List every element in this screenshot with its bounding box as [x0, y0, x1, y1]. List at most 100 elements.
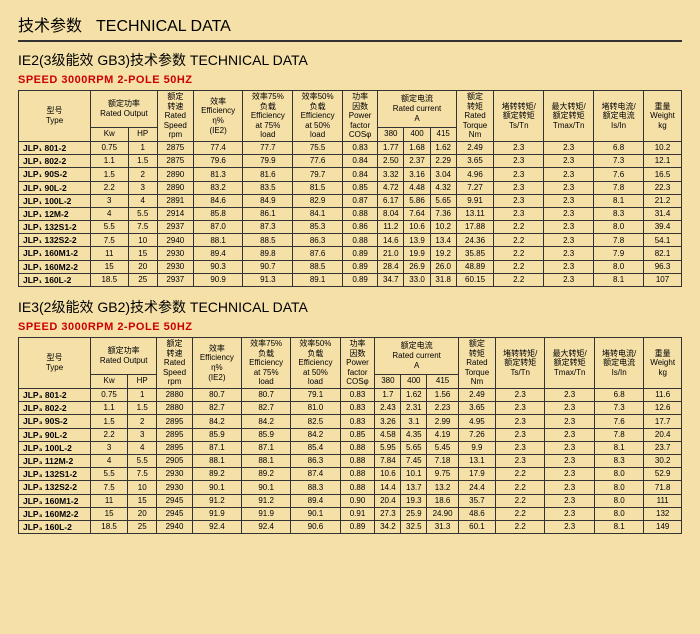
table-row: JLP₃ 132S2-27.510293090.190.188.30.8814.… [19, 481, 682, 494]
cell: 5.5 [128, 454, 157, 467]
cell: 6.8 [594, 141, 644, 154]
cell: 0.75 [91, 141, 129, 154]
cell: 15 [91, 260, 129, 273]
cell: 0.91 [340, 507, 375, 520]
cell: 48.6 [458, 507, 495, 520]
cell: 8.1 [594, 441, 643, 454]
cell: 14.4 [375, 481, 401, 494]
cell: 7.5 [128, 468, 157, 481]
cell: JLP₁ 90S-2 [19, 168, 91, 181]
cell: 90.1 [192, 481, 241, 494]
table-row: JLP₃ 100L-234289587.187.185.40.885.955.6… [19, 441, 682, 454]
col-weight: 重量Weightkg [644, 338, 682, 389]
cell: 2940 [157, 234, 193, 247]
cell: 2.3 [544, 194, 594, 207]
cell: 2.3 [544, 247, 594, 260]
cell: 5.5 [128, 207, 157, 220]
cell: 2.2 [496, 481, 545, 494]
cell: 1.5 [91, 168, 129, 181]
cell: 0.86 [342, 221, 377, 234]
table-row: JLP₃ 160M2-21520294591.991.990.10.9127.3… [19, 507, 682, 520]
title-cn: 技术参数 [18, 12, 82, 36]
cell: 132 [644, 507, 682, 520]
table-row: JLP₁ 160M2-21520293090.390.788.50.8928.4… [19, 260, 682, 273]
col-rated-output: 额定功率Rated Output [91, 338, 157, 375]
cell: 5.95 [375, 441, 401, 454]
cell: 7.64 [404, 207, 430, 220]
col-rated-output: 额定功率Rated Output [91, 91, 158, 128]
cell: 8.1 [594, 273, 644, 286]
cell: 1.5 [128, 402, 157, 415]
cell: 11 [91, 247, 129, 260]
cell: 12.1 [644, 155, 682, 168]
col-isin: 堵转电流/额定电流Is/In [594, 338, 643, 389]
cell: 2945 [157, 494, 192, 507]
table-row: JLP₁ 160M1-21115293089.489.887.60.8921.0… [19, 247, 682, 260]
cell: 13.7 [401, 481, 427, 494]
table-row: JLP₃ 802-21.11.5288082.782.781.00.832.43… [19, 402, 682, 415]
section-title: IE3(2级能效 GB2)技术参数 TECHNICAL DATA [18, 297, 682, 317]
cell: 0.88 [340, 481, 375, 494]
cell: JLP₁ 160L-2 [19, 273, 91, 286]
cell: 2.3 [544, 168, 594, 181]
cell: 1.77 [378, 141, 404, 154]
table-row: JLP₁ 132S2-27.510294088.188.586.30.8814.… [19, 234, 682, 247]
cell: 8.0 [594, 221, 644, 234]
cell: 2.2 [494, 260, 544, 273]
cell: 3.26 [375, 415, 401, 428]
cell: 13.11 [456, 207, 494, 220]
table-row: JLP₃ 801-20.751288080.780.779.10.831.71.… [19, 389, 682, 402]
table-row: JLP₃ 90L-22.23289585.985.984.20.854.584.… [19, 428, 682, 441]
cell: 88.1 [193, 234, 243, 247]
cell: 10.2 [430, 221, 456, 234]
cell: 10.2 [644, 141, 682, 154]
cell: 7.36 [430, 207, 456, 220]
table-row: JLP₁ 160L-218.525293790.991.389.10.8934.… [19, 273, 682, 286]
cell: 89.1 [293, 273, 343, 286]
cell: 11.6 [644, 389, 682, 402]
cell: 2937 [157, 273, 193, 286]
cell: 5.5 [91, 468, 128, 481]
cell: 35.7 [458, 494, 495, 507]
cell: 92.4 [242, 520, 291, 533]
cell: 2.3 [494, 194, 544, 207]
cell: 2930 [157, 260, 193, 273]
cell: 2.3 [544, 260, 594, 273]
cell: 2.3 [545, 402, 594, 415]
cell: 2.31 [401, 402, 427, 415]
cell: 7.5 [91, 234, 129, 247]
col-eff: 效率Efficiencyη%(IE2) [193, 91, 243, 142]
cell: JLP₃ 90S-2 [19, 415, 91, 428]
cell: 2.3 [545, 441, 594, 454]
cell: 7.9 [594, 247, 644, 260]
cell: 1.1 [91, 402, 128, 415]
cell: 7.6 [594, 168, 644, 181]
cell: 0.88 [342, 234, 377, 247]
cell: 2.37 [404, 155, 430, 168]
cell: 4 [91, 207, 129, 220]
cell: 11 [91, 494, 128, 507]
table-row: JLP₁ 801-20.751287577.477.775.50.831.771… [19, 141, 682, 154]
cell: 88.1 [242, 454, 291, 467]
cell: 82.5 [291, 415, 340, 428]
cell: 1.1 [91, 155, 129, 168]
cell: 92.4 [192, 520, 241, 533]
col-380: 380 [375, 374, 401, 388]
cell: 5.5 [91, 221, 129, 234]
col-415: 415 [427, 374, 459, 388]
cell: 13.9 [404, 234, 430, 247]
cell: 0.88 [340, 468, 375, 481]
cell: 2.2 [91, 181, 129, 194]
cell: 2.3 [545, 520, 594, 533]
cell: JLP₃ 132S1-2 [19, 468, 91, 481]
cell: 0.85 [340, 428, 375, 441]
cell: 0.83 [340, 415, 375, 428]
cell: 0.89 [342, 247, 377, 260]
cell: 48.89 [456, 260, 494, 273]
cell: 5.65 [401, 441, 427, 454]
cell: 0.90 [340, 494, 375, 507]
cell: 90.1 [291, 507, 340, 520]
cell: 39.4 [644, 221, 682, 234]
cell: 7.6 [594, 415, 643, 428]
cell: 83.5 [243, 181, 293, 194]
